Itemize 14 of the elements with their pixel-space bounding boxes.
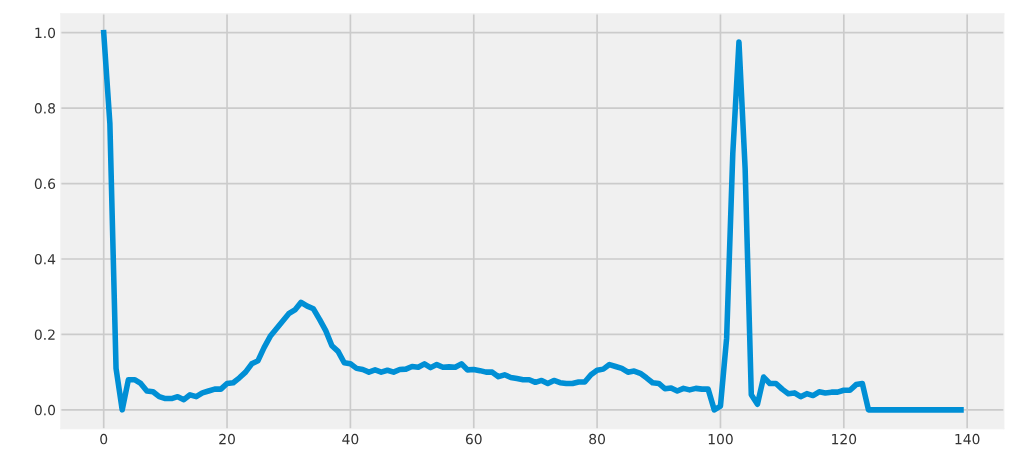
x-tick-label: 40 <box>342 433 359 445</box>
y-tick-label: 0.6 <box>34 178 56 190</box>
x-tick-label: 20 <box>219 433 235 445</box>
y-tick-label: 0.4 <box>34 253 56 265</box>
y-tick-label: 1.0 <box>35 27 56 39</box>
x-tick-label: 80 <box>589 433 606 445</box>
y-tick-label: 0.0 <box>34 404 56 416</box>
y-tick-label: 0.2 <box>34 329 55 340</box>
y-tick-label: 0.8 <box>34 103 56 114</box>
x-tick-label: 120 <box>832 433 857 445</box>
x-tick-label: 0 <box>100 433 108 445</box>
x-tick-label: 140 <box>955 433 980 445</box>
x-tick-label: 100 <box>708 433 733 445</box>
x-tick-label: 60 <box>465 433 482 445</box>
